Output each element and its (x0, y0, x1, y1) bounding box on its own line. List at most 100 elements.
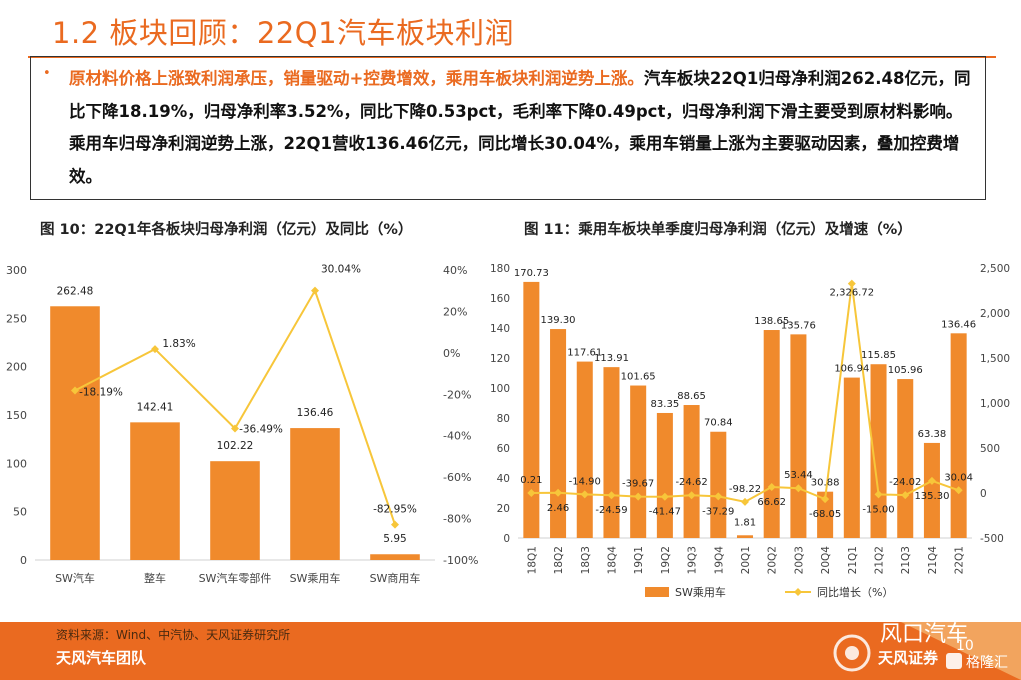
line-data-label: -24.62 (675, 477, 707, 488)
title-divider (28, 56, 996, 58)
line-data-label: 53.44 (784, 470, 813, 481)
legend-label: SW乘用车 (675, 585, 726, 599)
y-right-tick-label: 0% (443, 347, 460, 360)
line-point (391, 520, 399, 529)
x-tick-label: 18Q1 (526, 546, 538, 574)
line-point (874, 490, 883, 499)
bar-data-label: 101.65 (621, 372, 656, 383)
x-tick-label: SW汽车零部件 (199, 571, 272, 585)
x-tick-label: 19Q4 (713, 546, 725, 575)
bar (790, 334, 807, 538)
figure-10-chart: 0 50 100 150 200 250 300 -100% -80% -60% -40% -20% 0… (6, 264, 478, 585)
bar (576, 361, 593, 538)
team-name: 天风汽车团队 (56, 649, 147, 667)
y-left-tick-label: 140 (490, 323, 510, 335)
line-point (634, 492, 643, 501)
y-left-tick-label: 100 (6, 457, 27, 470)
line-point (821, 495, 830, 504)
line-point (714, 492, 723, 501)
bar-data-label: 139.30 (541, 315, 576, 326)
bar-data-label: 136.46 (941, 319, 976, 330)
line-point (954, 486, 963, 495)
line-point (231, 424, 239, 433)
y-left-tick-label: 20 (497, 503, 510, 515)
bar-data-label: 115.85 (861, 350, 896, 361)
y-left-tick-label: 60 (497, 443, 510, 455)
bar-data-label: 262.48 (57, 285, 94, 297)
bar-data-label: 142.41 (137, 401, 174, 413)
page-number: 10 (956, 638, 974, 654)
series-line (531, 283, 959, 503)
bar-data-label: 88.65 (677, 391, 706, 402)
watermark-title: 风口汽车 (880, 622, 968, 647)
y-right-tick-label: 20% (443, 305, 467, 318)
x-tick-label: 20Q3 (793, 546, 805, 574)
bar-data-label: 30.88 (811, 478, 840, 489)
line-data-label: 2,326.72 (830, 288, 875, 299)
summary-paragraph: 原材料价格上涨致利润承压，销量驱动+控费增效，乘用车板块利润逆势上涨。汽车板块2… (69, 63, 974, 193)
y-left-tick-label: 160 (490, 293, 510, 305)
y-left-tick-label: 180 (490, 263, 510, 275)
x-tick-label: 20Q1 (740, 546, 752, 574)
y-left-tick-label: 40 (497, 473, 510, 485)
bar (630, 385, 647, 538)
watermark-logo-icon (833, 634, 871, 672)
line-data-label: 66.62 (757, 497, 786, 508)
line-data-label: -82.95% (373, 504, 417, 516)
y-right-tick-label: -500 (980, 533, 1004, 545)
x-tick-label: 整车 (144, 571, 166, 585)
x-tick-label: 19Q3 (687, 546, 699, 574)
legend-swatch-bar (645, 587, 669, 597)
y-right-tick-label: -60% (443, 471, 471, 484)
y-left-tick-label: 120 (490, 353, 510, 365)
bar (370, 554, 420, 560)
y-right-tick-label: -40% (443, 430, 471, 443)
bar (897, 379, 914, 538)
y-left-tick-label: 0 (503, 533, 510, 545)
bar (736, 535, 754, 538)
line-point (794, 484, 803, 493)
line-point (901, 491, 910, 500)
line-data-label: -37.29 (702, 506, 734, 517)
footer-wedge (901, 622, 1021, 680)
bar-data-label: 117.61 (567, 348, 602, 359)
y-left-tick-label: 250 (6, 312, 27, 325)
y-right-tick-label: -100% (443, 554, 478, 567)
x-tick-label: 19Q1 (633, 546, 645, 574)
line-data-label: -98.22 (729, 484, 761, 495)
x-tick-label: 21Q4 (927, 546, 939, 575)
x-tick-label: 18Q2 (553, 546, 565, 574)
line-point (927, 476, 936, 485)
bar-data-label: 106.94 (834, 364, 869, 375)
line-point (607, 491, 616, 500)
x-tick-label: 21Q1 (847, 546, 859, 574)
bar (923, 442, 940, 538)
bar-data-label: 5.95 (383, 533, 406, 545)
y-right-tick-label: -20% (443, 388, 471, 401)
bar (656, 412, 673, 538)
line-data-label: 1.83% (162, 338, 195, 350)
line-data-label: -24.59 (595, 505, 627, 516)
bar (843, 377, 860, 538)
line-point (741, 497, 749, 506)
x-tick-label: SW商用车 (370, 571, 421, 585)
x-tick-label: 20Q4 (820, 546, 832, 575)
bar (710, 431, 727, 538)
line-data-label: 135.30 (914, 491, 949, 502)
summary-box: • 原材料价格上涨致利润承压，销量驱动+控费增效，乘用车板块利润逆势上涨。汽车板… (30, 56, 986, 200)
line-point (554, 488, 563, 497)
bar (523, 281, 540, 538)
line-point (767, 483, 776, 492)
figure-10-title: 图 10：22Q1年各板块归母净利润（亿元）及同比（%） (40, 222, 413, 238)
line-point (151, 345, 159, 354)
line-point (311, 286, 319, 295)
bar-data-label: 170.73 (514, 268, 549, 279)
line-point (660, 492, 669, 501)
y-right-tick-label: 0 (980, 488, 987, 500)
watermark-sub: 格隆汇 (966, 655, 1008, 671)
y-left-tick-label: 100 (490, 383, 510, 395)
bar (817, 491, 834, 538)
y-left-tick-label: 0 (20, 554, 27, 567)
bar-data-label: 135.76 (781, 320, 816, 331)
y-left-tick-label: 150 (6, 409, 27, 422)
